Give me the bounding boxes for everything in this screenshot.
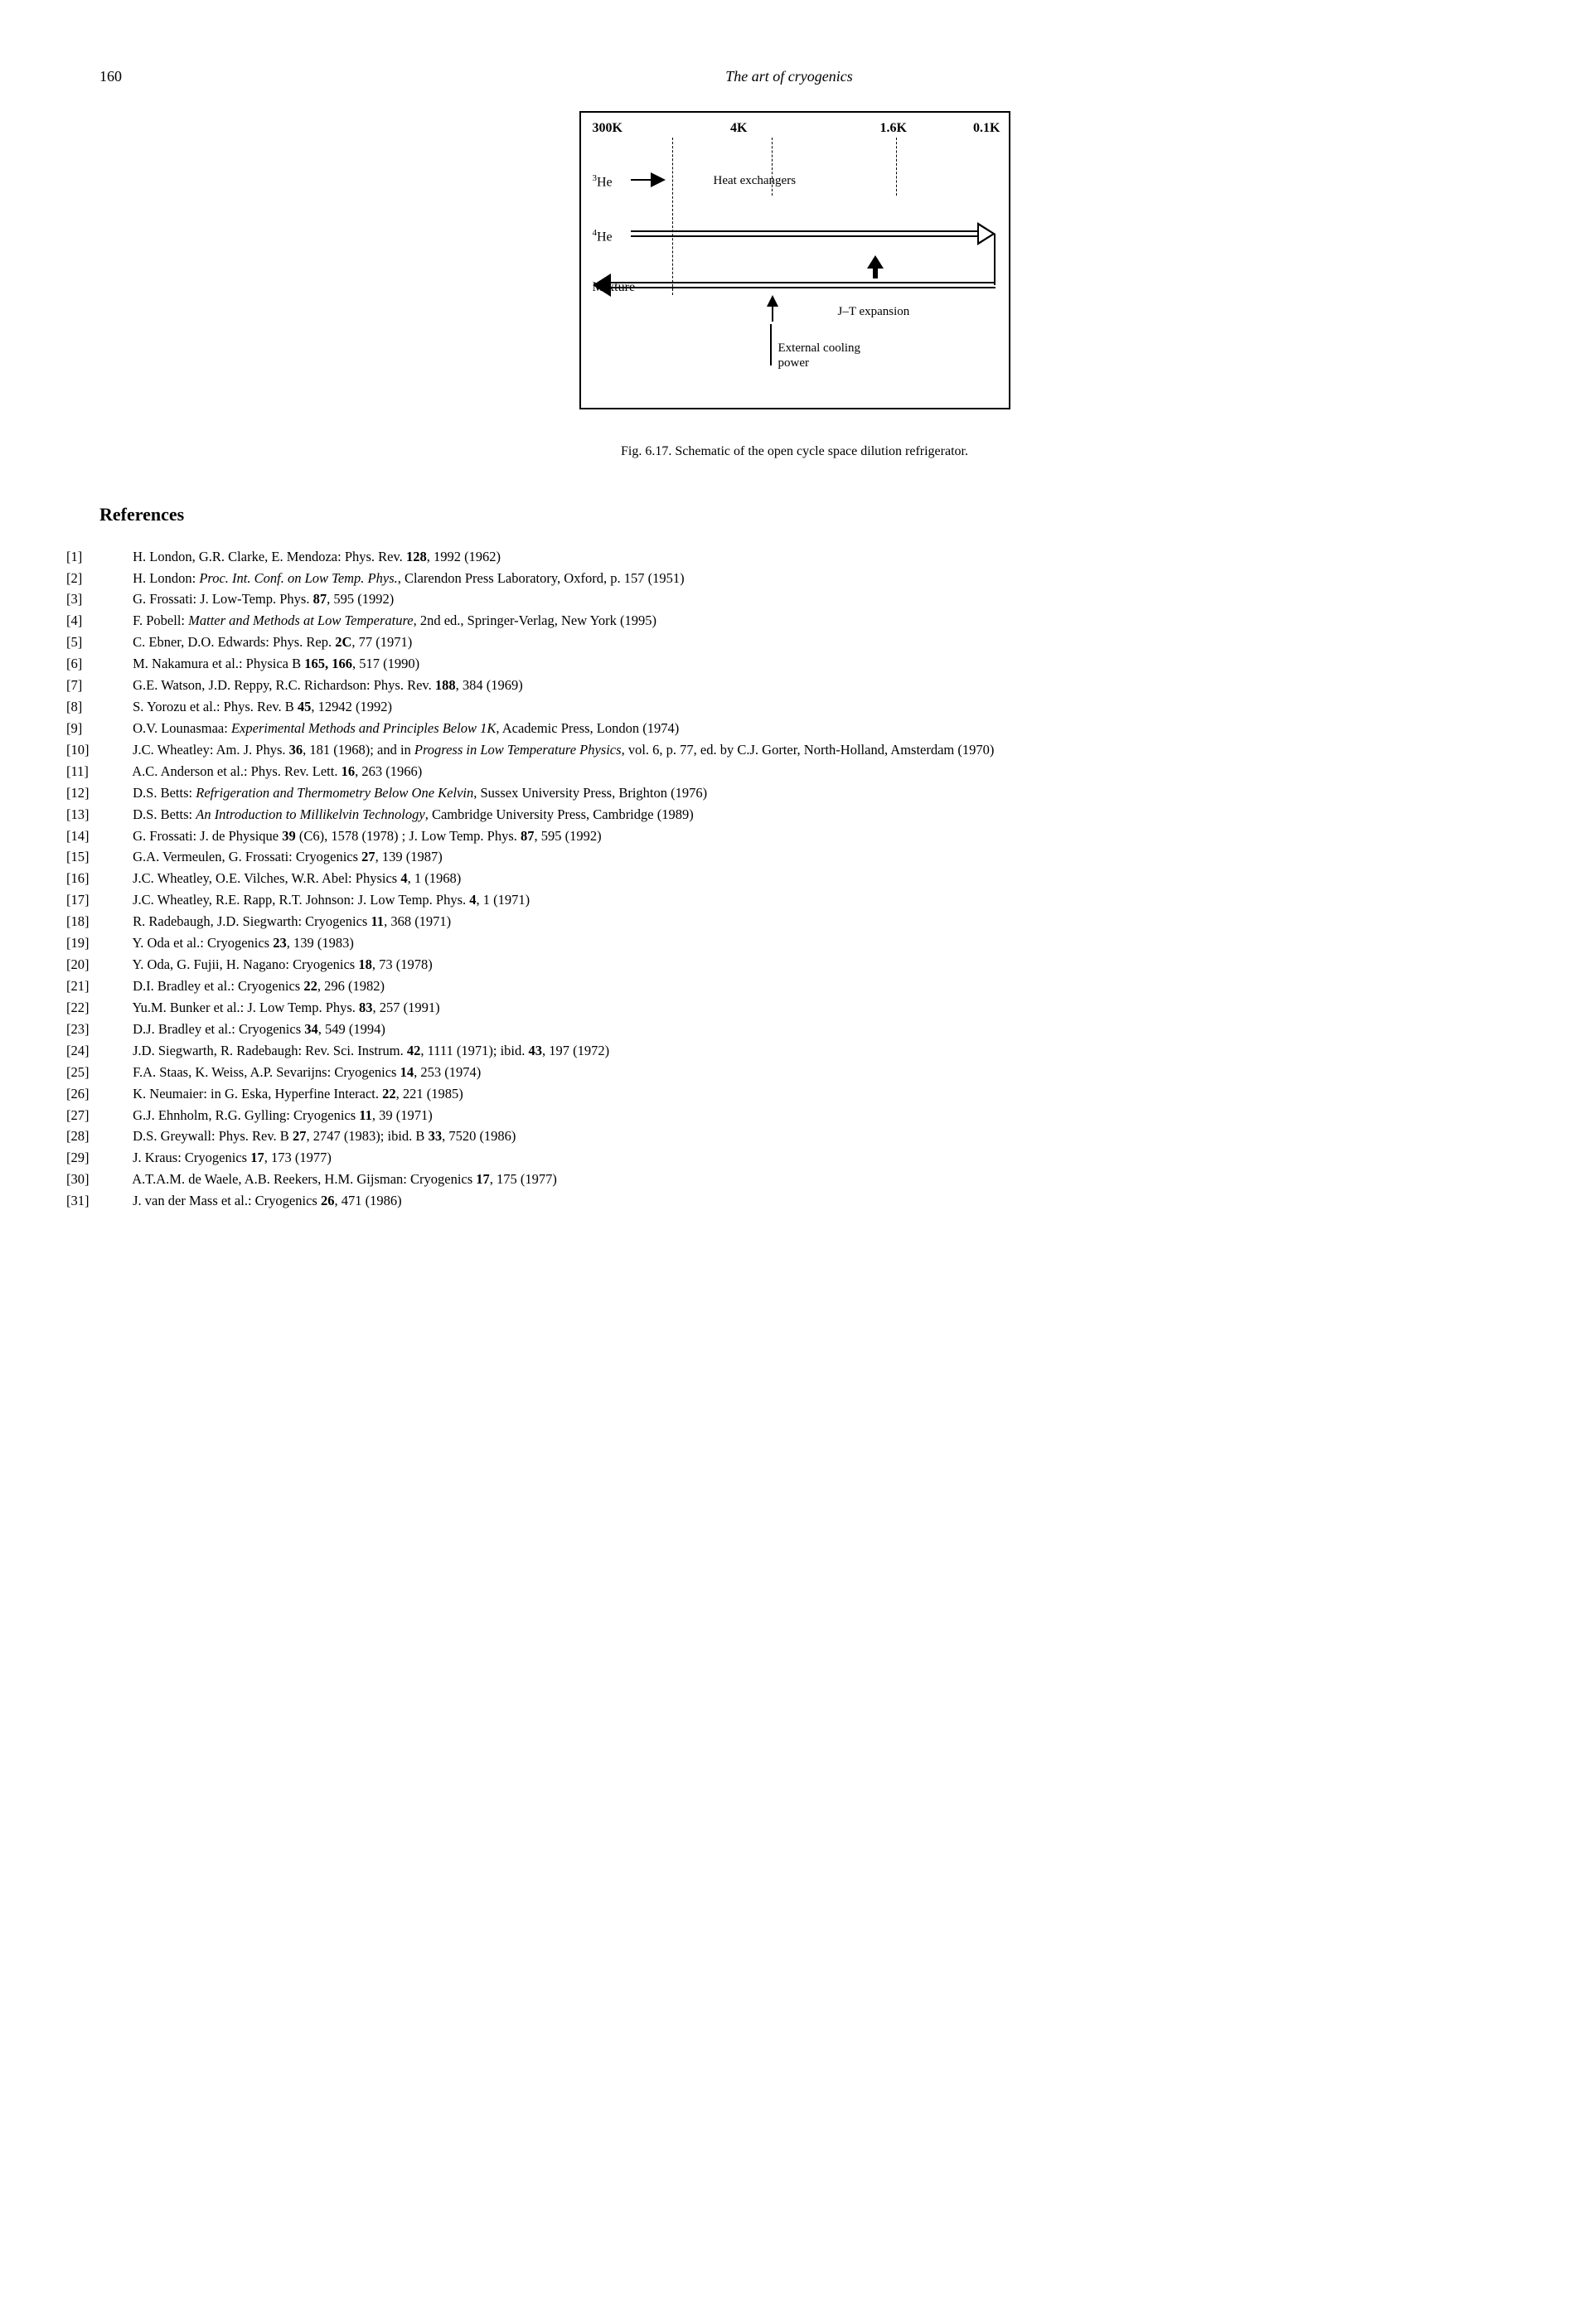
figure-diagram: 300K 4K 1.6K 0.1K 3He Heat exchangers 4H…	[579, 111, 1010, 409]
reference-item: [23] D.J. Bradley et al.: Cryogenics 34,…	[133, 1019, 1490, 1039]
reference-item: [4] F. Pobell: Matter and Methods at Low…	[133, 611, 1490, 631]
heat-exchangers-label: Heat exchangers	[714, 172, 797, 189]
reference-item: [14] G. Frossati: J. de Physique 39 (C6)…	[133, 826, 1490, 846]
reference-item: [29] J. Kraus: Cryogenics 17, 173 (1977)	[133, 1148, 1490, 1168]
arrow-mixture	[593, 278, 996, 292]
row-label-4he: 4He	[593, 227, 613, 246]
arrow	[631, 179, 664, 181]
connector	[994, 234, 996, 285]
reference-item: [3] G. Frossati: J. Low-Temp. Phys. 87, …	[133, 589, 1490, 609]
dash-line	[896, 138, 897, 196]
up-arrow	[772, 297, 773, 322]
reference-item: [30] A.T.A.M. de Waele, A.B. Reekers, H.…	[133, 1169, 1490, 1189]
reference-item: [16] J.C. Wheatley, O.E. Vilches, W.R. A…	[133, 869, 1490, 888]
reference-item: [28] D.S. Greywall: Phys. Rev. B 27, 274…	[133, 1126, 1490, 1146]
reference-item: [12] D.S. Betts: Refrigeration and Therm…	[133, 783, 1490, 803]
reference-item: [26] K. Neumaier: in G. Eska, Hyperfine …	[133, 1084, 1490, 1104]
reference-item: [13] D.S. Betts: An Introduction to Mill…	[133, 805, 1490, 825]
connector	[770, 324, 772, 366]
reference-item: [8] S. Yorozu et al.: Phys. Rev. B 45, 1…	[133, 697, 1490, 717]
temp-label: 1.6K	[880, 119, 907, 138]
references-heading: References	[99, 502, 1490, 527]
reference-item: [2] H. London: Proc. Int. Conf. on Low T…	[133, 569, 1490, 588]
reference-item: [5] C. Ebner, D.O. Edwards: Phys. Rep. 2…	[133, 632, 1490, 652]
row-label-3he: 3He	[593, 172, 613, 191]
page-number: 160	[99, 66, 122, 86]
page-header: 160 The art of cryogenics	[99, 66, 1490, 86]
ext-cooling-label: External cooling power	[778, 341, 894, 370]
reference-item: [19] Y. Oda et al.: Cryogenics 23, 139 (…	[133, 933, 1490, 953]
reference-item: [1] H. London, G.R. Clarke, E. Mendoza: …	[133, 547, 1490, 567]
dash-line	[672, 138, 673, 295]
up-arrow-bold	[873, 259, 878, 278]
figure-container: 300K 4K 1.6K 0.1K 3He Heat exchangers 4H…	[99, 111, 1490, 409]
running-title: The art of cryogenics	[725, 66, 852, 86]
temp-label: 4K	[730, 119, 747, 138]
reference-item: [7] G.E. Watson, J.D. Reppy, R.C. Richar…	[133, 675, 1490, 695]
reference-item: [6] M. Nakamura et al.: Physica B 165, 1…	[133, 654, 1490, 674]
reference-item: [10] J.C. Wheatley: Am. J. Phys. 36, 181…	[133, 740, 1490, 760]
references-list: [1] H. London, G.R. Clarke, E. Mendoza: …	[99, 547, 1490, 1212]
reference-item: [17] J.C. Wheatley, R.E. Rapp, R.T. John…	[133, 890, 1490, 910]
temp-label: 300K	[593, 119, 623, 138]
reference-item: [22] Yu.M. Bunker et al.: J. Low Temp. P…	[133, 998, 1490, 1018]
reference-item: [24] J.D. Siegwarth, R. Radebaugh: Rev. …	[133, 1041, 1490, 1061]
reference-item: [20] Y. Oda, G. Fujii, H. Nagano: Cryoge…	[133, 955, 1490, 975]
reference-item: [18] R. Radebaugh, J.D. Siegwarth: Cryog…	[133, 912, 1490, 932]
reference-item: [25] F.A. Staas, K. Weiss, A.P. Sevarijn…	[133, 1063, 1490, 1082]
jt-label: J–T expansion	[838, 303, 910, 320]
reference-item: [27] G.J. Ehnholm, R.G. Gylling: Cryogen…	[133, 1106, 1490, 1126]
reference-item: [21] D.I. Bradley et al.: Cryogenics 22,…	[133, 976, 1490, 996]
reference-item: [15] G.A. Vermeulen, G. Frossati: Cryoge…	[133, 847, 1490, 867]
reference-item: [11] A.C. Anderson et al.: Phys. Rev. Le…	[133, 762, 1490, 782]
temp-label: 0.1K	[973, 119, 1000, 138]
reference-item: [9] O.V. Lounasmaa: Experimental Methods…	[133, 719, 1490, 738]
reference-item: [31] J. van der Mass et al.: Cryogenics …	[133, 1191, 1490, 1211]
figure-caption: Fig. 6.17. Schematic of the open cycle s…	[99, 443, 1490, 461]
arrow-4he	[631, 227, 996, 240]
